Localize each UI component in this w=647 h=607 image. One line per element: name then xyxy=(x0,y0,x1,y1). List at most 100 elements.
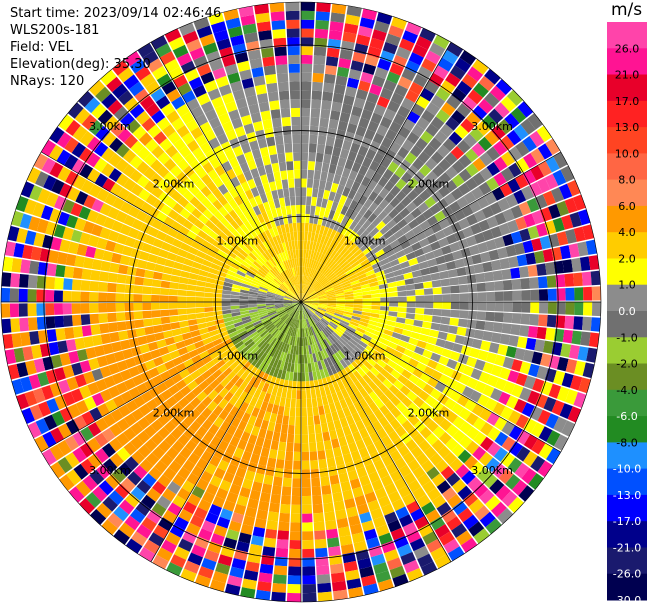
velocity-gate xyxy=(348,274,358,281)
velocity-gate xyxy=(284,223,290,233)
velocity-gate xyxy=(274,277,283,285)
velocity-gate xyxy=(130,508,146,524)
velocity-gate xyxy=(257,295,267,299)
velocity-gate xyxy=(82,220,95,234)
velocity-gate xyxy=(356,226,366,237)
velocity-gate xyxy=(305,276,309,286)
velocity-gate xyxy=(538,443,554,460)
velocity-gate xyxy=(252,205,262,216)
velocity-gate xyxy=(449,201,461,213)
velocity-gate xyxy=(324,181,333,191)
velocity-gate xyxy=(244,32,259,44)
velocity-gate xyxy=(272,236,279,246)
velocity-gate xyxy=(322,91,333,102)
velocity-gate xyxy=(295,319,299,329)
velocity-gate xyxy=(283,406,290,417)
velocity-gate xyxy=(354,153,365,165)
velocity-gate xyxy=(337,380,346,391)
velocity-gate xyxy=(553,152,568,169)
velocity-gate xyxy=(226,424,237,436)
velocity-gate xyxy=(329,250,337,259)
velocity-gate xyxy=(245,404,255,415)
velocity-gate xyxy=(315,224,322,234)
velocity-gate xyxy=(315,333,321,343)
velocity-gate xyxy=(161,273,172,282)
velocity-gate xyxy=(145,452,160,466)
velocity-gate xyxy=(301,478,311,488)
velocity-gate xyxy=(302,310,306,320)
velocity-gate xyxy=(186,139,200,153)
velocity-gate xyxy=(366,537,381,549)
velocity-gate xyxy=(532,378,545,393)
velocity-gate xyxy=(36,316,47,330)
velocity-gate xyxy=(249,266,258,274)
velocity-gate xyxy=(217,326,227,334)
velocity-gate xyxy=(276,350,282,360)
velocity-gate xyxy=(334,311,344,316)
velocity-gate xyxy=(263,333,272,342)
velocity-gate xyxy=(194,375,205,386)
velocity-gate xyxy=(505,193,519,208)
velocity-gate xyxy=(335,305,345,309)
velocity-gate xyxy=(359,427,370,439)
velocity-gate xyxy=(530,422,545,438)
velocity-gate xyxy=(574,287,584,301)
velocity-gate xyxy=(282,314,290,322)
velocity-gate xyxy=(151,317,162,326)
velocity-gate xyxy=(523,418,537,434)
velocity-gate xyxy=(322,377,329,388)
velocity-gate xyxy=(71,159,86,175)
velocity-gate xyxy=(498,468,514,484)
velocity-gate xyxy=(354,358,364,368)
velocity-gate xyxy=(474,505,490,521)
velocity-gate xyxy=(327,421,336,432)
velocity-gate xyxy=(344,296,354,300)
velocity-gate xyxy=(253,275,263,282)
velocity-gate xyxy=(317,321,325,330)
velocity-gate xyxy=(341,103,353,115)
velocity-gate xyxy=(485,495,501,511)
velocity-gate xyxy=(279,342,286,352)
velocity-gate xyxy=(158,517,174,532)
velocity-gate xyxy=(527,225,540,240)
velocity-gate xyxy=(446,333,457,343)
velocity-gate xyxy=(457,238,469,250)
velocity-gate xyxy=(476,311,486,321)
velocity-gate xyxy=(288,353,293,363)
velocity-gate xyxy=(507,370,520,384)
velocity-gate xyxy=(517,336,528,349)
velocity-gate xyxy=(222,227,232,238)
velocity-gate xyxy=(290,398,296,408)
velocity-gate xyxy=(243,123,255,135)
velocity-gate xyxy=(206,320,216,328)
velocity-gate xyxy=(244,274,254,281)
velocity-gate xyxy=(388,286,398,293)
velocity-gate xyxy=(74,374,87,388)
velocity-gate xyxy=(508,496,524,513)
velocity-gate xyxy=(390,527,406,541)
velocity-gate xyxy=(217,270,227,278)
velocity-gate xyxy=(429,203,442,215)
velocity-gate xyxy=(346,77,360,89)
velocity-gate xyxy=(431,315,442,324)
velocity-gate xyxy=(492,270,503,281)
velocity-gate xyxy=(208,504,222,517)
velocity-gate xyxy=(337,223,345,233)
velocity-gate xyxy=(298,257,301,267)
velocity-gate xyxy=(328,322,337,330)
velocity-gate xyxy=(163,216,175,227)
velocity-gate xyxy=(229,137,241,149)
velocity-gate xyxy=(49,444,65,461)
velocity-gate xyxy=(228,331,239,339)
velocity-gate xyxy=(298,249,301,258)
velocity-gate xyxy=(200,142,212,154)
velocity-gate xyxy=(181,332,192,341)
velocity-gate xyxy=(79,360,92,373)
velocity-gate xyxy=(177,308,187,315)
velocity-gate xyxy=(285,205,292,215)
velocity-gate xyxy=(274,299,284,302)
velocity-gate xyxy=(195,302,205,308)
velocity-gate xyxy=(242,246,251,255)
velocity-gate xyxy=(119,224,132,236)
velocity-gate xyxy=(227,72,241,84)
